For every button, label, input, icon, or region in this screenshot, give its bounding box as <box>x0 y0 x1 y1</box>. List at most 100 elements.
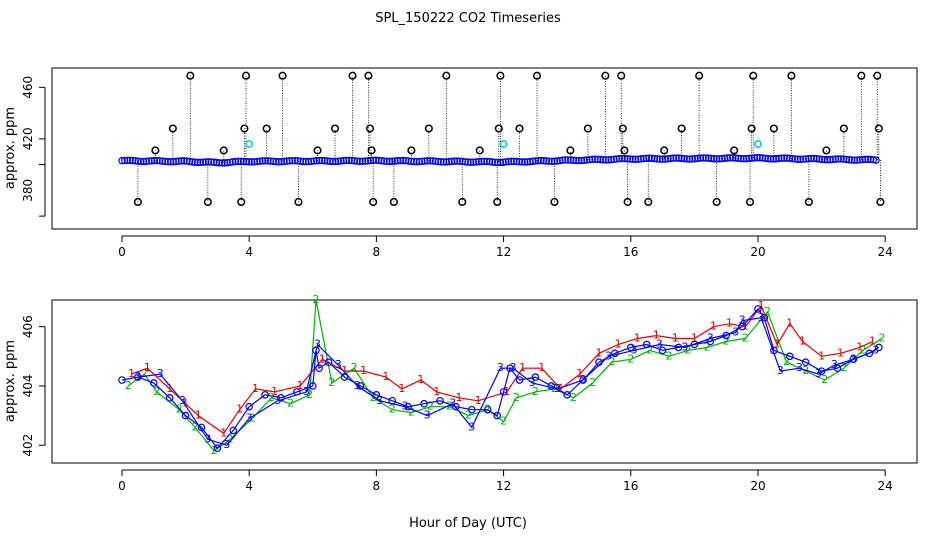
panel-top-baseline-point <box>315 156 323 165</box>
panel-bottom-point: 1 <box>252 382 259 395</box>
panel-bottom-point: 1 <box>538 361 545 374</box>
panel-top-baseline-point <box>734 154 742 163</box>
panel-top-x-tick-label: 12 <box>496 245 511 259</box>
panel-top-baseline-point <box>869 156 878 164</box>
panel-top-baseline-point <box>215 159 223 167</box>
panel-top-baseline-point <box>396 156 405 165</box>
panel-top-baseline-point <box>794 155 802 163</box>
panel-top-outlier-point <box>294 197 303 207</box>
panel-top-baseline-point <box>639 154 648 163</box>
panel-bottom-point: 2 <box>879 332 886 345</box>
panel-top-baseline-point <box>772 155 780 163</box>
panel-top-baseline-point <box>356 157 364 165</box>
panel-top-baseline-point <box>650 154 659 163</box>
panel-top-baseline-point <box>858 155 867 164</box>
panel-top-baseline-point <box>575 156 583 165</box>
panel-top-baseline-point <box>810 154 818 163</box>
panel-bottom-point: 1 <box>726 317 733 330</box>
panel-top-baseline-point <box>539 157 548 165</box>
panel-bottom-point: 1 <box>475 394 482 407</box>
panel-top-baseline-point <box>607 155 615 164</box>
panel-top-baseline-point <box>415 157 424 166</box>
panel-top-baseline-point <box>594 155 602 163</box>
panel-top-baseline-point <box>812 154 821 163</box>
panel-top-outlier-point <box>660 146 669 155</box>
panel-top-baseline-point <box>185 157 194 166</box>
panel-bottom-point <box>833 364 842 372</box>
panel-bottom-point: 1 <box>758 299 765 312</box>
panel-top-outlier-point <box>822 146 831 155</box>
panel-bottom-point <box>738 322 746 331</box>
panel-top-x-tick-label: 24 <box>878 245 893 259</box>
panel-top-outlier-point <box>532 71 542 80</box>
panel-bottom-point: 3 <box>274 394 281 407</box>
panel-top-baseline-point <box>245 158 253 166</box>
panel-bottom-point: 1 <box>144 361 151 374</box>
panel-top-baseline-point <box>712 155 721 163</box>
panel-bottom-point: 3 <box>376 394 383 407</box>
panel-top-baseline-point <box>542 157 551 165</box>
panel-top-baseline-point <box>558 156 567 164</box>
panel-bottom-point: 1 <box>456 391 463 404</box>
panel-bottom-point <box>118 376 126 384</box>
panel-top-baseline-point <box>829 155 837 164</box>
panel-bottom-point <box>547 382 556 390</box>
panel-top-baseline-point <box>161 157 169 166</box>
panel-top-baseline-point <box>672 154 680 162</box>
panel-bottom-x-axis: 0 4 8 12 16 20 24 <box>118 469 893 493</box>
panel-top-outlier-point <box>745 197 755 207</box>
panel-bottom-point: 3 <box>630 343 637 356</box>
panel-top-outlier-point <box>241 71 251 80</box>
panel-top-baseline-point <box>353 157 361 165</box>
panel-bottom-point: 1 <box>634 332 641 345</box>
panel-bottom-point <box>595 358 603 367</box>
panel-top-baseline-point <box>366 156 375 165</box>
panel-bottom-point: 2 <box>608 355 615 368</box>
panel-top-baseline-point <box>612 155 621 163</box>
panel-top-x-tick-label: 20 <box>750 245 765 259</box>
panel-top-baseline-point <box>821 155 829 164</box>
panel-top-baseline-point <box>423 157 432 165</box>
panel-top-baseline-point <box>726 154 734 162</box>
panel-top-ylabel: approx. ppm <box>3 107 18 189</box>
panel-top-baseline-point <box>572 156 580 165</box>
panel-top-baseline-point <box>248 158 256 166</box>
panel-bottom-series-o <box>118 305 883 452</box>
panel-top-baseline-point <box>758 154 767 162</box>
panel-top-baseline-point <box>448 157 456 166</box>
panel-bottom-x-tick-label: 8 <box>373 479 381 493</box>
panel-bottom-point <box>197 423 206 432</box>
panel-bottom-frame <box>51 299 918 464</box>
panel-top-baseline-point <box>172 157 180 166</box>
panel-top-baseline-point <box>831 155 840 163</box>
panel-bottom-point <box>261 391 269 399</box>
panel-top-baseline-point <box>664 155 672 163</box>
panel-bottom-point: 1 <box>519 361 526 374</box>
panel-bottom-point: 2 <box>723 334 730 347</box>
panel-top-outlier-point <box>857 71 866 80</box>
panel-top-baseline-point <box>139 157 148 166</box>
panel-top-baseline-point <box>275 158 283 166</box>
panel-top-baseline-point <box>464 158 472 166</box>
panel-top-baseline-point <box>296 157 305 165</box>
panel-top-outlier-point <box>186 71 195 80</box>
panel-top-outlier-point <box>348 71 357 80</box>
panel-top-baseline-point <box>285 157 294 165</box>
panel-top-baseline-point <box>745 154 753 163</box>
panel-top-outlier-point <box>151 146 160 155</box>
panel-top-baseline-point <box>339 156 348 165</box>
panel-bottom-point: 1 <box>653 329 660 342</box>
panel-top-baseline-point <box>783 154 791 162</box>
panel-top-baseline-point <box>872 156 880 164</box>
panel-top-baseline-point <box>818 155 826 164</box>
panel-bottom-point: 3 <box>303 385 310 398</box>
panel-top-baseline-point <box>158 157 167 165</box>
panel-top-baseline-point <box>780 154 788 162</box>
panel-top-baseline-point <box>856 156 864 164</box>
panel-bottom-point: 1 <box>398 382 405 395</box>
panel-top-baseline-point <box>737 154 745 163</box>
panel-top-baseline-point <box>402 156 410 165</box>
panel-bottom-point: 2 <box>783 355 790 368</box>
